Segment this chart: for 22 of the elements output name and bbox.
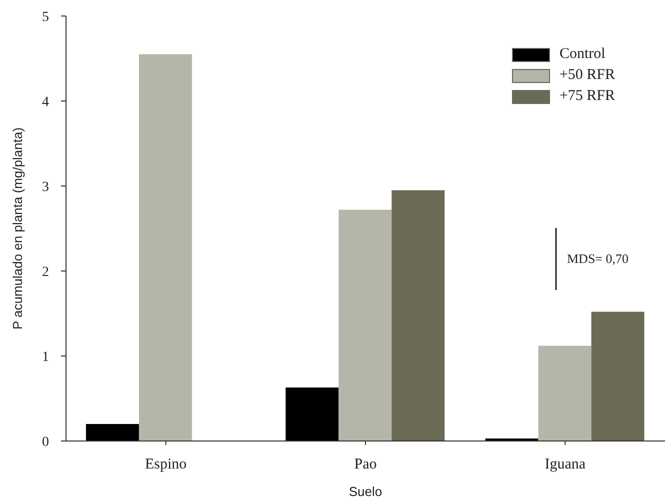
bar (338, 210, 392, 441)
x-tick-label: Iguana (544, 456, 586, 473)
bar (86, 424, 139, 441)
legend-label: +50 RFR (559, 67, 615, 84)
x-tick-label: Espino (144, 456, 187, 473)
annotation: MDS= 0,70 (567, 251, 629, 267)
y-tick-label: 5 (42, 10, 49, 25)
legend-label: +75 RFR (559, 88, 615, 105)
x-axis-title: Suelo (348, 484, 382, 499)
y-tick-label: 2 (42, 264, 49, 280)
y-tick-label: 0 (42, 434, 49, 450)
bar (392, 190, 445, 441)
y-axis-title: P acumulado en planta (mg/planta) (10, 127, 25, 330)
x-tick-label: Pao (354, 456, 377, 473)
y-tick-label: 3 (42, 180, 49, 195)
legend-label: Control (559, 46, 606, 63)
bar (286, 387, 339, 441)
bar (138, 54, 192, 441)
y-tick-label: 1 (42, 350, 49, 365)
bar (538, 346, 592, 441)
bar (591, 312, 644, 441)
y-tick-label: 4 (42, 94, 49, 110)
